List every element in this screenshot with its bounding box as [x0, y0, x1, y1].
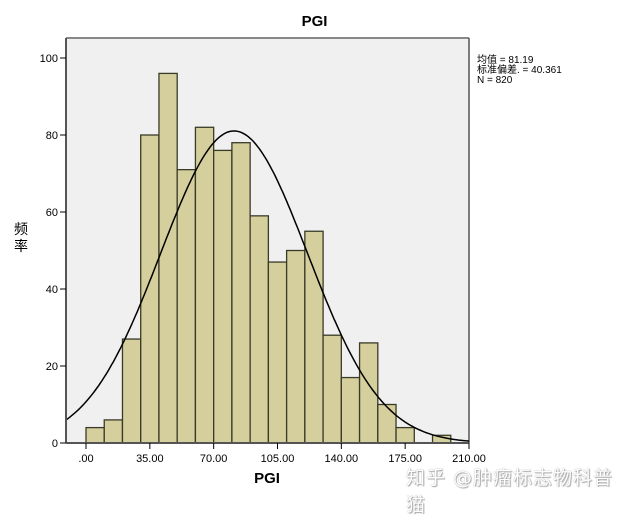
- x-axis-ticks: .00 35.00 70.00 105.00 140.00 175.00 210.00: [78, 443, 486, 465]
- n-label: N = 820: [477, 75, 513, 86]
- x-tick-label: 210.00: [452, 453, 486, 465]
- histogram-bar: [194, 126, 215, 444]
- y-tick-label: 20: [46, 361, 58, 373]
- watermark: 知乎 @肿瘤标志物科普猫: [406, 467, 614, 516]
- histogram-bar: [158, 72, 178, 444]
- y-tick-label: 60: [46, 207, 58, 219]
- histogram-bar: [285, 249, 306, 444]
- x-tick-label: 70.00: [200, 453, 228, 465]
- chart-title: PGI: [301, 13, 328, 30]
- histogram-bars: [85, 72, 452, 444]
- x-tick-label: 140.00: [325, 453, 359, 465]
- histogram-bar: [249, 215, 270, 444]
- histogram-bar: [322, 334, 342, 444]
- x-tick-label: 35.00: [136, 453, 164, 465]
- y-tick-label: 100: [40, 53, 58, 65]
- histogram-bar: [231, 142, 251, 444]
- std-label: 标准偏差. = 40.361: [477, 65, 562, 76]
- histogram-bar: [176, 168, 197, 444]
- y-tick-label: 80: [46, 130, 58, 142]
- histogram-bar: [340, 376, 361, 444]
- histogram-bar: [140, 134, 160, 444]
- histogram-bar: [121, 338, 142, 444]
- x-tick-label: 105.00: [261, 453, 295, 465]
- histogram-bar: [304, 230, 324, 444]
- normal-curve: [65, 130, 470, 442]
- y-tick-label: 40: [46, 284, 58, 296]
- histogram-bar: [213, 149, 233, 444]
- stats-legend: 均值 = 81.19 标准偏差. = 40.361 N = 820: [477, 56, 562, 86]
- x-tick-label: .00: [78, 453, 93, 465]
- y-axis-ticks: 0 20 40 60 80 100: [40, 53, 66, 450]
- histogram-chart: 0 20 40 60 80 100 .00 35.00 70.00 105.00 140.00 17…: [40, 37, 486, 465]
- histogram-bar: [267, 261, 288, 444]
- histogram-bar: [103, 419, 124, 444]
- mean-label: 均值 = 81.19: [477, 55, 534, 66]
- histogram-bar: [395, 426, 415, 444]
- x-tick-label: 175.00: [388, 453, 422, 465]
- x-axis-label: PGI: [254, 470, 280, 487]
- y-axis-label: 频率: [14, 222, 28, 255]
- y-tick-label: 0: [52, 438, 58, 450]
- histogram-bar: [85, 426, 105, 444]
- histogram-bar: [377, 403, 397, 444]
